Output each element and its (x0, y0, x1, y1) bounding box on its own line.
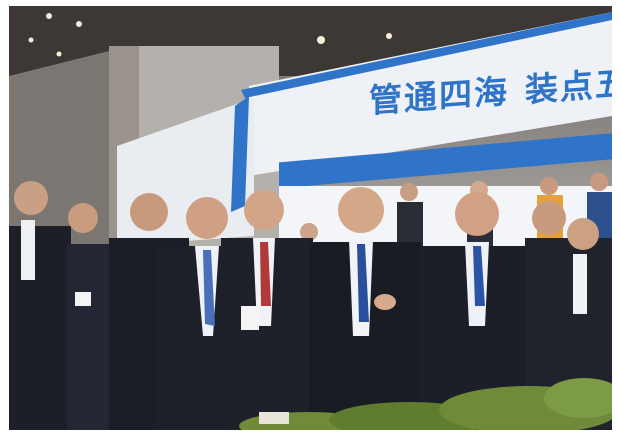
booth-banner-slogan-part1: 管通四海 (369, 71, 509, 121)
booth-lower-band (279, 133, 612, 189)
photo-scene (9, 6, 612, 430)
booth-blue-stripe (241, 12, 612, 98)
booth-banner-slogan-part2: 装点五洲 (525, 60, 612, 110)
person-5 (221, 190, 313, 430)
booth-top-panel (249, 12, 612, 176)
person-main (309, 187, 421, 430)
green-model (239, 378, 612, 430)
exhibition-photo: 管通四海 装点五洲 (9, 6, 612, 430)
booth-side-stripe (231, 96, 249, 212)
person-left-edge (9, 181, 71, 430)
